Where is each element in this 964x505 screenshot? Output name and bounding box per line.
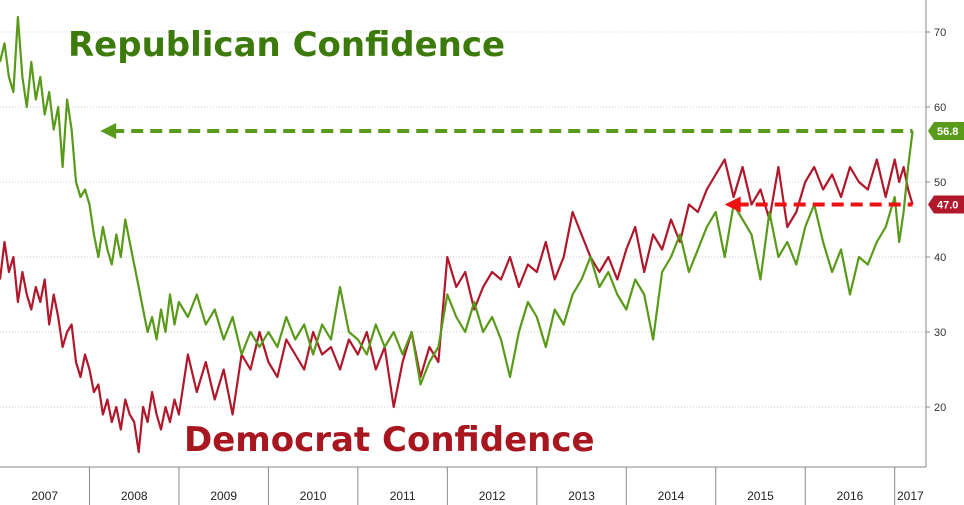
republican-last-value-tag: 56.8 — [928, 122, 964, 140]
year-label-2016: 2016 — [837, 489, 864, 503]
year-label-2011: 2011 — [390, 489, 416, 503]
democrat-confidence-line — [0, 158, 914, 454]
democrat-confidence-label: Democrat Confidence — [184, 420, 595, 460]
year-label-2015: 2015 — [747, 489, 774, 503]
year-label-2007: 2007 — [31, 489, 58, 503]
series-layer — [0, 15, 914, 454]
y-tick-label-40: 40 — [934, 252, 946, 264]
democrat-arrowhead — [724, 196, 741, 213]
republican-last-value: 56.8 — [937, 126, 958, 138]
y-tick-label-50: 50 — [934, 177, 946, 189]
republican-arrowhead — [100, 123, 117, 139]
year-label-2010: 2010 — [300, 489, 327, 503]
democrat-last-value-tag: 47.0 — [928, 195, 964, 214]
republican-tag-shape — [928, 122, 964, 140]
year-label-2008: 2008 — [121, 489, 148, 503]
democrat-last-value: 47.0 — [937, 200, 958, 212]
y-tick-label-60: 60 — [934, 102, 946, 114]
x-axis-bottom: 2007 2008 2009 2010 2011 2012 2013 2014 2015 2016… — [0, 466, 926, 505]
year-label-2013: 2013 — [568, 489, 595, 503]
republican-confidence-line — [0, 15, 914, 386]
annotation-arrows — [100, 123, 913, 213]
y-tick-label-30: 30 — [934, 327, 946, 339]
year-label-2009: 2009 — [210, 489, 237, 503]
y-axis-right: 20 30 40 50 60 70 — [925, 0, 946, 467]
gridlines — [0, 31, 926, 408]
republican-confidence-label: Republican Confidence — [68, 25, 505, 65]
year-label-2017: 2017 — [897, 489, 924, 503]
democrat-tag-shape — [928, 195, 964, 214]
y-tick-label-20: 20 — [934, 402, 946, 414]
year-label-2012: 2012 — [479, 489, 506, 503]
year-label-2014: 2014 — [658, 489, 685, 503]
y-tick-label-70: 70 — [934, 27, 946, 39]
